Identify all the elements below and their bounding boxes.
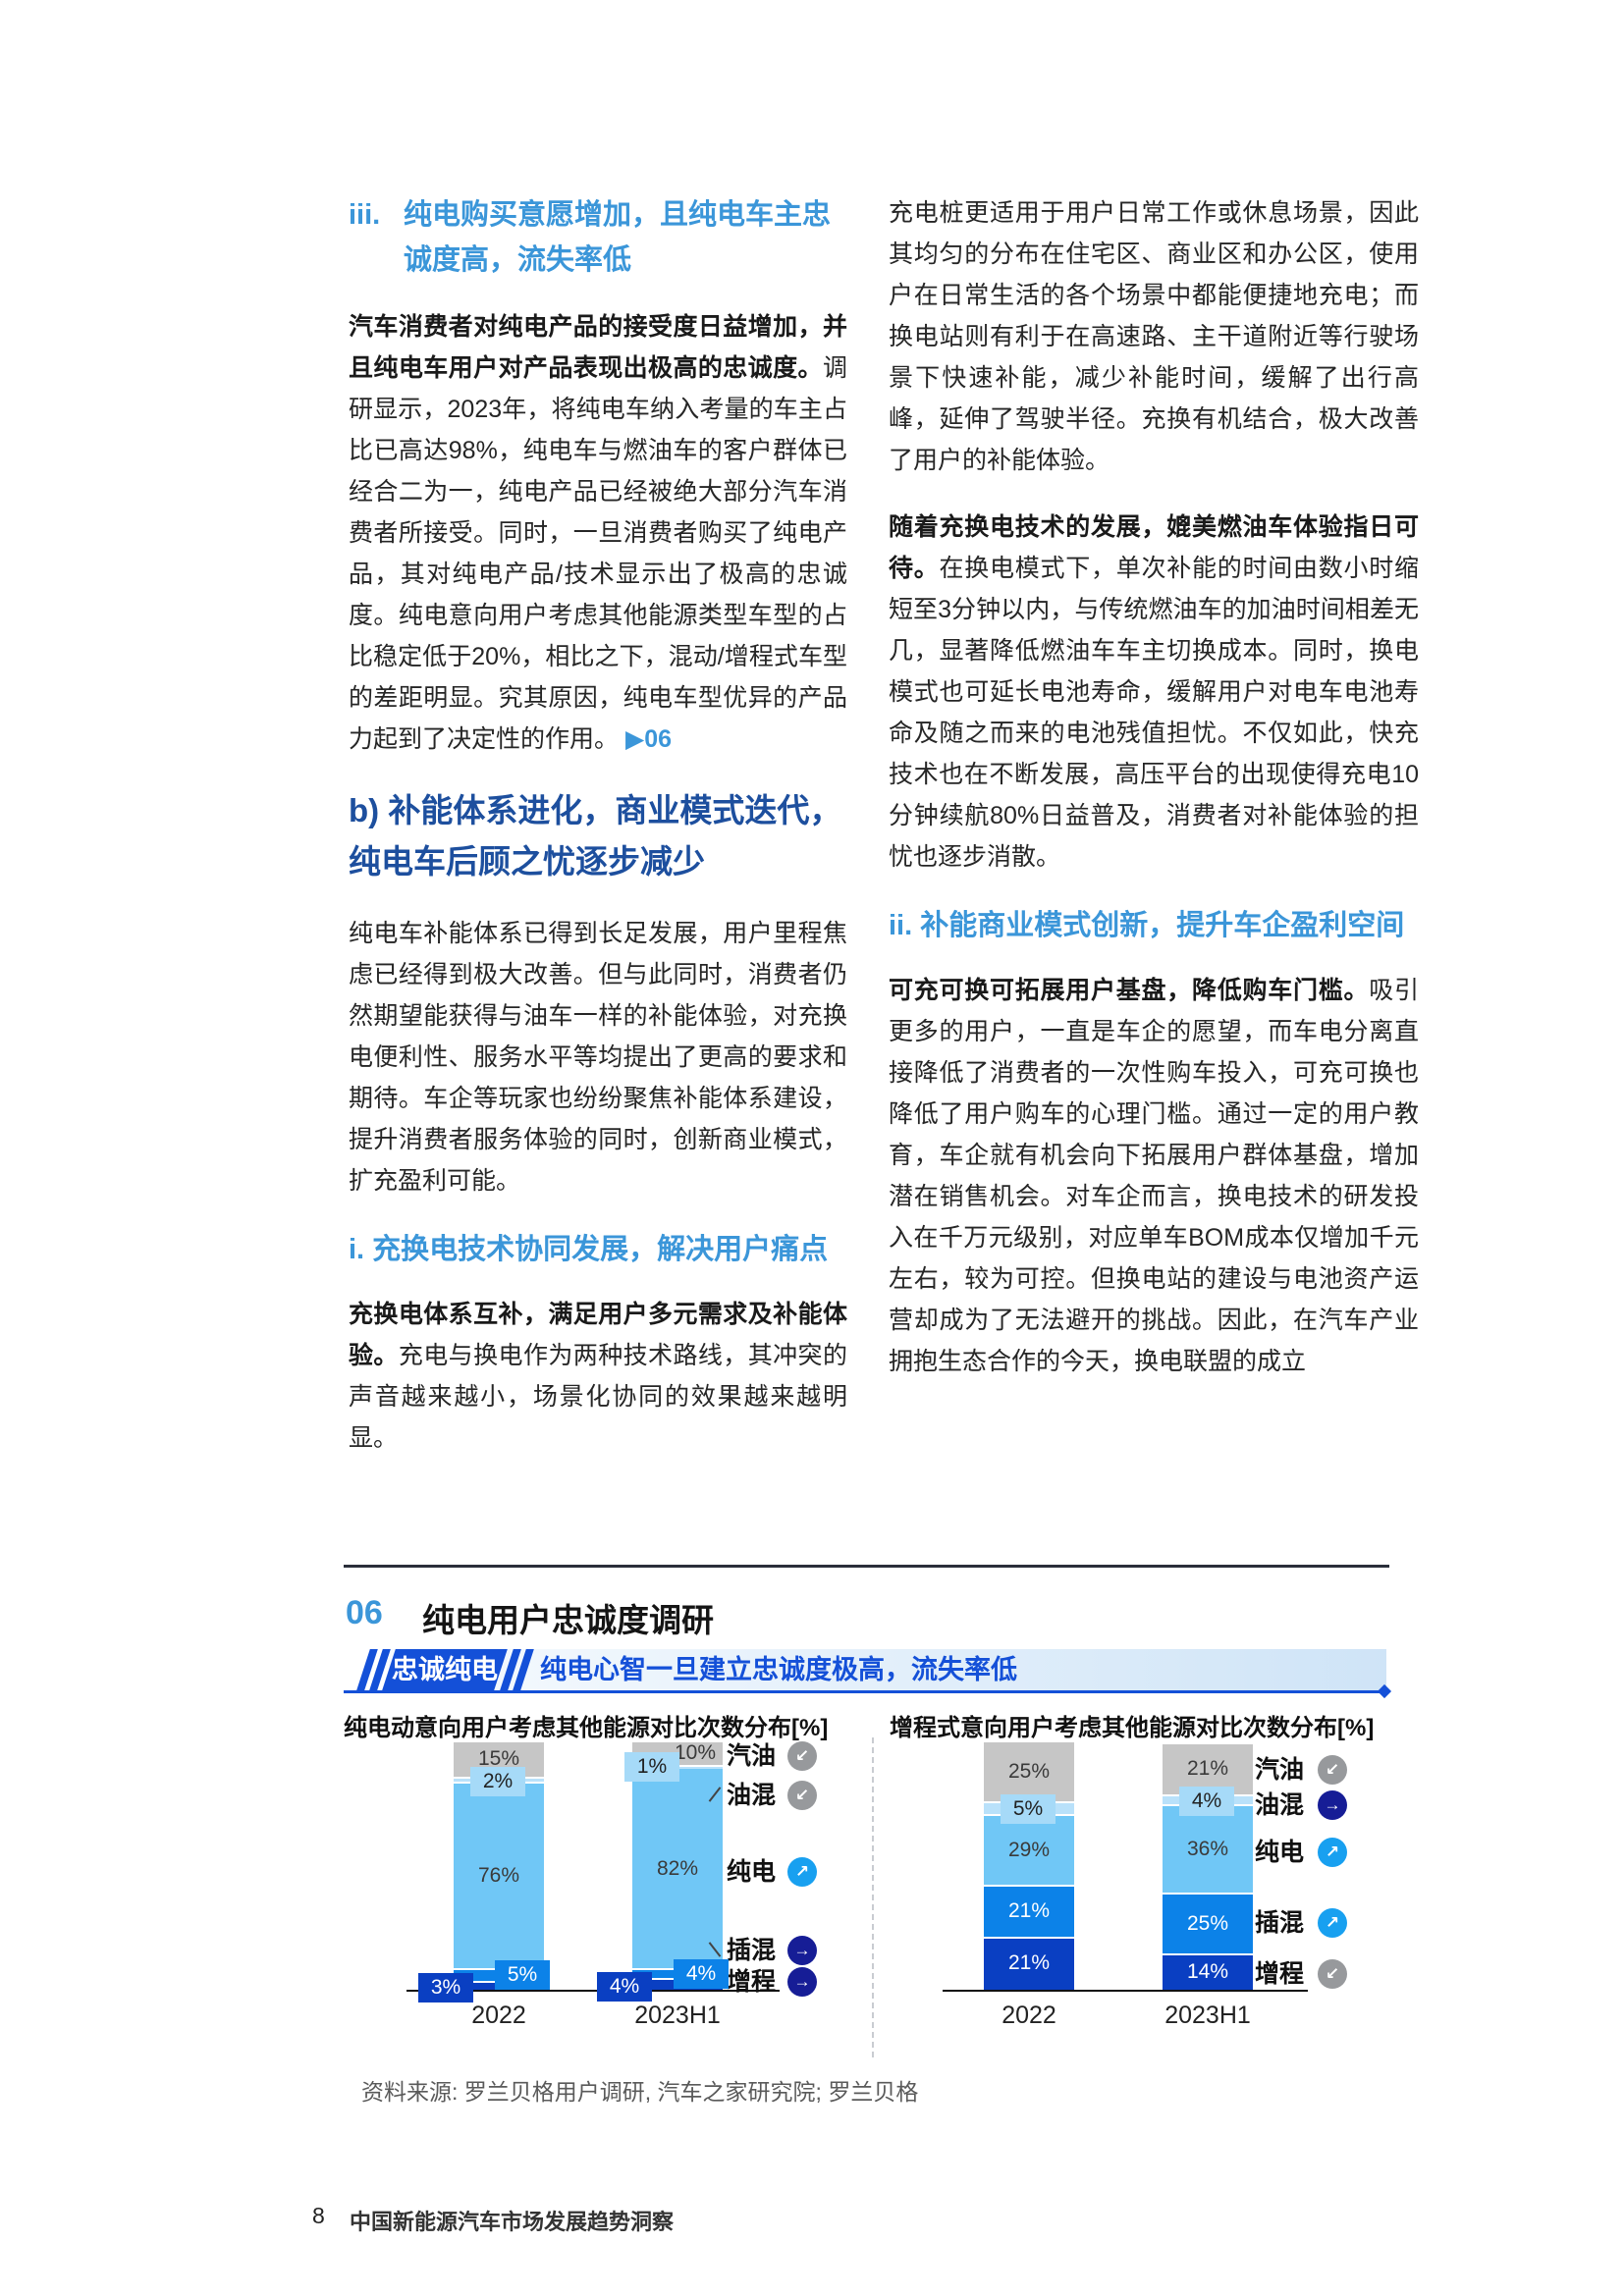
page-number: 8 [312, 2203, 325, 2228]
paragraph-text: 充电与换电作为两种技术路线，其冲突的声音越来越小，场景化协同的效果越来越明显。 [349, 1342, 847, 1452]
trend-down-left-icon: ↙ [1318, 1959, 1347, 1989]
x-axis-label: 2022 [471, 2002, 526, 2029]
bar-value-label: 14% [1186, 1959, 1229, 1983]
x-axis [406, 1990, 780, 1992]
trend-down-left-icon: ↙ [787, 1781, 817, 1810]
bar-value-badge: 5% [495, 1960, 550, 1991]
x-axis [943, 1990, 1308, 1992]
banner-badge: 忠诚纯电 [382, 1649, 508, 1690]
heading-iii: iii. 纯电购买意愿增加，且纯电车主忠诚度高，流失率低 [349, 192, 847, 283]
source-note: 资料来源: 罗兰贝格用户调研, 汽车之家研究院; 罗兰贝格 [361, 2079, 919, 2105]
bar-value-badge: 1% [624, 1751, 679, 1782]
banner-underline [344, 1690, 1384, 1693]
bar-value-badge: 5% [1001, 1794, 1056, 1825]
banner-text: 纯电心智一旦建立忠诚度极高，流失率低 [540, 1655, 1017, 1684]
paragraph-lead-bold: 充换电体系互补，满足用户多元需求及补能体验。 [349, 1301, 847, 1369]
left-column: iii. 纯电购买意愿增加，且纯电车主忠诚度高，流失率低 汽车消费者对纯电产品的… [349, 192, 847, 1484]
paragraph: 随着充换电技术的发展，媲美燃油车体验指日可待。在换电模式下，单次补能的时间由数小… [889, 507, 1419, 878]
chart-title: 增程式意向用户考虑其他能源对比次数分布[%] [890, 1715, 1375, 1741]
legend-label: 插混 [727, 1937, 777, 1964]
bar-value-badge: 4% [1179, 1786, 1234, 1816]
bar-slice-纯电 [984, 1815, 1074, 1885]
legend-label: 汽油 [1255, 1756, 1305, 1784]
bar-slice-增程 [1163, 1955, 1253, 1990]
bar-value-label: 29% [1007, 1838, 1051, 1861]
banner-gradient [389, 1649, 1386, 1690]
legend-label: 纯电 [727, 1858, 777, 1886]
bar-value-label: 21% [1186, 1757, 1229, 1781]
paragraph: 汽车消费者对纯电产品的接受度日益增加，并且纯电车用户对产品表现出极高的忠诚度。调… [349, 306, 847, 760]
trend-up-right-icon: ↗ [787, 1857, 817, 1887]
bar-slice-插混 [1163, 1894, 1253, 1953]
bar-slice-纯电 [632, 1769, 723, 1968]
legend-label: 汽油 [727, 1742, 777, 1770]
trend-right-icon: → [787, 1936, 817, 1965]
bar-value-label: 76% [477, 1864, 520, 1887]
paragraph-lead-bold: 随着充换电技术的发展，媲美燃油车体验指日可待。 [889, 513, 1419, 582]
bar-value-label: 25% [1186, 1911, 1229, 1935]
heading-i: i. 充换电技术协同发展，解决用户痛点 [349, 1234, 829, 1265]
trend-right-icon: → [1318, 1790, 1347, 1820]
figure-06: 06 纯电用户忠诚度调研 忠诚纯电 纯电心智一旦建立忠诚度极高，流失率低 纯电动… [344, 1565, 1392, 2114]
trend-down-left-icon: ↙ [787, 1741, 817, 1771]
bar-value-label: 15% [477, 1747, 520, 1771]
chart-title: 纯电动意向用户考虑其他能源对比次数分布[%] [344, 1715, 829, 1741]
bar-slice-插混 [984, 1887, 1074, 1937]
figure-title: 纯电用户忠诚度调研 [422, 1602, 714, 1638]
footer-title: 中国新能源汽车市场发展趋势洞察 [350, 2210, 675, 2234]
legend-label: 插混 [1255, 1909, 1305, 1937]
x-axis-label: 2022 [1001, 2002, 1056, 2029]
trend-up-right-icon: ↗ [1318, 1908, 1347, 1938]
bar-slice-纯电 [454, 1784, 544, 1968]
figure-06-reference[interactable]: ▶06 [624, 725, 673, 753]
paragraph-text: 调研显示，2023年，将纯电车纳入考量的车主占比已高达98%，纯电车与燃油车的客… [349, 354, 847, 753]
bar-value-badge: 4% [597, 1972, 652, 2002]
right-column: 充电桩更适用于用户日常工作或休息场景，因此其均匀的分布在住宅区、商业区和办公区，… [889, 192, 1419, 1408]
heading-iii-text: 纯电购买意愿增加，且纯电车主忠诚度高，流失率低 [404, 199, 832, 276]
bar-value-label: 25% [1007, 1759, 1051, 1783]
figure-top-rule [344, 1565, 1389, 1568]
legend-label: 增程 [1255, 1960, 1305, 1988]
bar-slice-增程 [984, 1938, 1074, 1990]
paragraph: 纯电车补能体系已得到长足发展，用户里程焦虑已经得到极大改善。但与此同时，消费者仍… [349, 920, 847, 1195]
paragraph: 可充可换可拓展用户基盘，降低购车门槛。吸引更多的用户，一直是车企的愿望，而车电分… [889, 970, 1419, 1382]
bar-value-label: 82% [656, 1856, 699, 1880]
heading-b: b) 补能体系进化，商业模式迭代，纯电车后顾之忧逐步减少 [349, 792, 842, 880]
x-axis-label: 2023H1 [1164, 2002, 1251, 2029]
trend-up-right-icon: ↗ [1318, 1838, 1347, 1867]
x-axis-label: 2023H1 [634, 2002, 721, 2029]
legend-label: 纯电 [1255, 1839, 1305, 1866]
trend-right-icon: → [787, 1967, 817, 1997]
paragraph: 充换电体系互补，满足用户多元需求及补能体验。充电与换电作为两种技术路线，其冲突的… [349, 1294, 847, 1459]
bar-value-badge: 4% [674, 1959, 729, 1989]
bar-slice-汽油 [984, 1741, 1074, 1801]
paragraph-lead-bold: 可充可换可拓展用户基盘，降低购车门槛。 [889, 977, 1370, 1004]
paragraph-text: 吸引更多的用户，一直是车企的愿望，而车电分离直接降低了消费者的一次性购车投入，可… [889, 977, 1419, 1375]
trend-down-left-icon: ↙ [1318, 1755, 1347, 1785]
bar-slice-汽油 [1163, 1744, 1253, 1794]
bar-value-label: 36% [1186, 1837, 1229, 1860]
bar-slice-纯电 [1163, 1805, 1253, 1893]
bar-value-badge: 3% [418, 1973, 473, 2003]
legend-label: 油混 [727, 1782, 777, 1809]
legend-label: 油混 [1255, 1791, 1305, 1819]
bar-value-badge: 2% [470, 1766, 525, 1796]
bar-value-label: 21% [1007, 1899, 1051, 1923]
figure-number: 06 [346, 1594, 383, 1631]
banner-badge-label: 忠诚纯电 [392, 1655, 498, 1684]
bar-value-label: 10% [674, 1741, 717, 1764]
legend-label: 增程 [727, 1968, 777, 1996]
heading-iii-number: iii. [349, 199, 381, 231]
paragraph-lead-bold: 汽车消费者对纯电产品的接受度日益增加，并且纯电车用户对产品表现出极高的忠诚度。 [349, 313, 847, 382]
heading-ii: ii. 补能商业模式创新，提升车企盈利空间 [889, 910, 1405, 941]
paragraph: 充电桩更适用于用户日常工作或休息场景，因此其均匀的分布在住宅区、商业区和办公区，… [889, 199, 1419, 474]
bar-value-label: 21% [1007, 1950, 1051, 1974]
paragraph-text: 在换电模式下，单次补能的时间由数小时缩短至3分钟以内，与传统燃油车的加油时间相差… [889, 555, 1419, 871]
chart-divider [872, 1737, 874, 2057]
